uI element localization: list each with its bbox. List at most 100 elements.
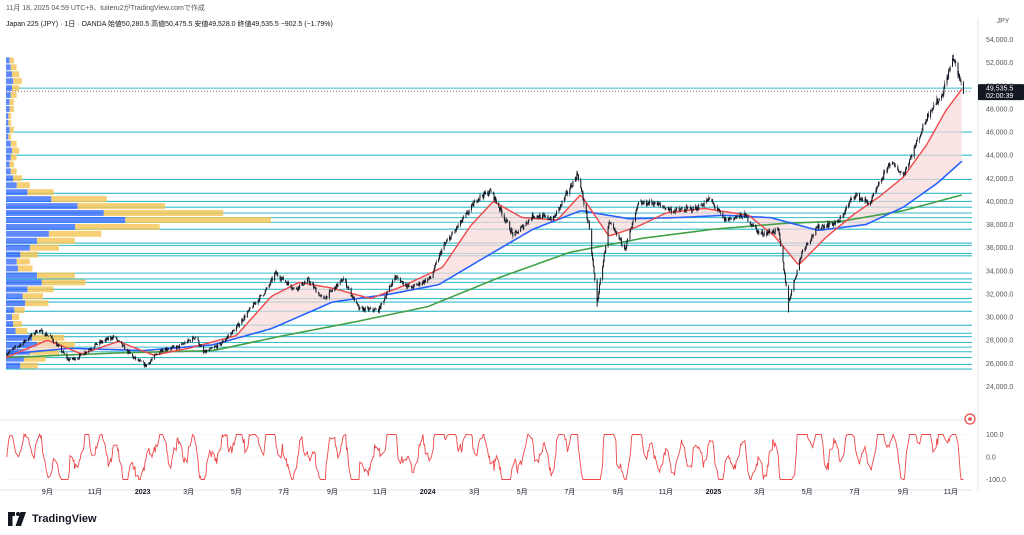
candle-body xyxy=(591,229,593,254)
candle-body xyxy=(882,178,884,180)
candle-body xyxy=(238,324,240,327)
candle-body xyxy=(406,285,408,288)
candle-body xyxy=(268,284,270,288)
candle-body xyxy=(658,203,660,205)
candle-body xyxy=(591,253,593,260)
symbol-ohlc-line[interactable]: Japan 225 (JPY) · 1日 · OANDA 始値50,280.5 … xyxy=(6,21,333,28)
candle-body xyxy=(842,215,844,218)
candle-body xyxy=(340,279,342,281)
profile-bar-up-21 xyxy=(6,216,126,223)
candle-body xyxy=(920,132,922,135)
candle-body xyxy=(755,227,757,230)
profile-bar-down-28 xyxy=(10,168,17,175)
candle-body xyxy=(462,217,464,221)
candle-body xyxy=(602,267,604,280)
candle-body xyxy=(84,351,86,355)
candle-body xyxy=(236,325,238,327)
candle-body xyxy=(509,221,511,231)
y-tick-label-7: 40,000.0 xyxy=(986,199,1013,206)
candle-body xyxy=(728,217,730,220)
candle-body xyxy=(205,350,207,353)
candle-body xyxy=(222,341,224,343)
candle-body xyxy=(138,359,140,362)
profile-bar-down-23 xyxy=(77,203,165,210)
candle-body xyxy=(356,302,358,305)
profile-bar-up-37 xyxy=(6,105,10,112)
candle-body xyxy=(910,155,912,158)
candle-body xyxy=(255,302,257,304)
candle-body xyxy=(94,344,96,347)
candle-body xyxy=(942,93,944,97)
candle-body xyxy=(955,60,957,64)
x-tick-label-4: 5月 xyxy=(231,488,242,496)
candle-body xyxy=(427,278,429,283)
candle-body xyxy=(459,220,461,226)
candle-body xyxy=(686,206,688,208)
candle-body xyxy=(28,338,30,339)
candle-body xyxy=(257,299,259,304)
candle-body xyxy=(815,227,817,236)
candle-body xyxy=(834,222,836,225)
candle-body xyxy=(747,216,749,222)
y-tick-label-4: 46,000.0 xyxy=(986,130,1013,137)
candle-body xyxy=(274,271,276,274)
candle-body xyxy=(713,204,715,207)
profile-bar-up-30 xyxy=(6,154,11,161)
candle-body xyxy=(357,304,359,306)
candle-body xyxy=(477,198,479,201)
candle-body xyxy=(811,234,813,239)
candle-body xyxy=(870,201,872,203)
candle-body xyxy=(296,287,298,290)
candle-body xyxy=(790,294,792,298)
candle-body xyxy=(153,355,155,359)
candle-body xyxy=(406,286,408,288)
candle-body xyxy=(648,200,650,204)
candle-body xyxy=(766,231,768,235)
candle-body xyxy=(440,252,442,254)
candle-body xyxy=(745,214,747,217)
candle-body xyxy=(927,113,929,117)
profile-bar-up-38 xyxy=(6,99,10,105)
candle-body xyxy=(909,159,911,165)
candle-body xyxy=(184,342,186,344)
candle-body xyxy=(607,227,609,246)
price-chart[interactable]: JPY54,000.052,000.050,000.048,000.046,00… xyxy=(0,0,1024,510)
candle-body xyxy=(919,137,921,141)
candle-body xyxy=(74,357,76,361)
candle-body xyxy=(379,306,381,309)
candle-body xyxy=(935,103,937,105)
profile-bar-up-1 xyxy=(6,355,24,362)
candle-body xyxy=(769,230,771,233)
candle-body xyxy=(614,229,616,232)
candle-body xyxy=(150,359,152,361)
candle-body xyxy=(166,348,168,350)
candle-body xyxy=(840,217,842,218)
candle-body xyxy=(768,230,770,234)
candle-body xyxy=(211,347,213,349)
profile-bar-up-44 xyxy=(6,57,10,64)
candle-body xyxy=(548,218,550,220)
candle-body xyxy=(656,201,658,206)
candle-body xyxy=(375,308,377,310)
candle-body xyxy=(873,192,875,197)
x-tick-label-8: 2024 xyxy=(420,489,436,496)
candle-body xyxy=(287,282,289,286)
profile-bar-down-11 xyxy=(27,286,54,293)
candle-body xyxy=(887,163,889,167)
candle-body xyxy=(787,286,789,302)
profile-bar-down-8 xyxy=(14,307,25,314)
candle-body xyxy=(6,354,8,356)
candle-body xyxy=(187,339,189,343)
candle-body xyxy=(855,194,857,198)
candle-body xyxy=(378,306,380,313)
candle-body xyxy=(110,337,112,340)
candle-body xyxy=(560,204,562,206)
candle-body xyxy=(627,238,629,241)
profile-bar-down-39 xyxy=(10,92,17,99)
brand[interactable]: TradingView xyxy=(8,512,97,526)
candle-body xyxy=(898,172,900,173)
candle-body xyxy=(517,232,519,234)
candle-body xyxy=(434,265,436,271)
candle-body xyxy=(57,345,59,347)
candle-body xyxy=(260,295,262,296)
